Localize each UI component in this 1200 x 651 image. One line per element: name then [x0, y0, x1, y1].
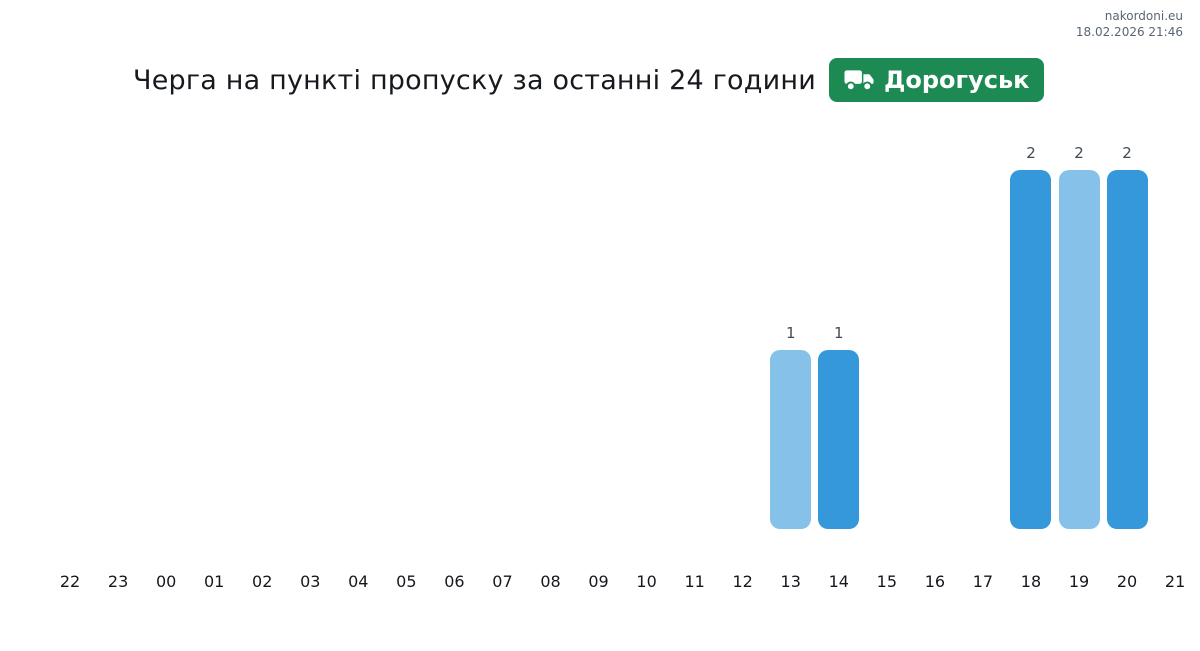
bar-value-label-hour-14: 1 — [834, 323, 844, 342]
x-tick-21: 21 — [1164, 572, 1186, 591]
x-tick-18: 18 — [1020, 572, 1042, 591]
chart-title: Черга на пункті пропуску за останні 24 г… — [133, 64, 816, 96]
bar-slot-hour-11 — [671, 140, 719, 529]
x-tick-14: 14 — [828, 572, 849, 591]
x-tick-07: 07 — [492, 572, 513, 591]
truck-icon — [844, 68, 875, 92]
bar-slot-hour-12 — [719, 140, 767, 529]
bar-value-label-hour-13: 1 — [785, 323, 796, 342]
bar-slot-hour-01 — [190, 140, 238, 529]
x-tick-23: 23 — [107, 572, 129, 591]
bar-slot-hour-10 — [623, 140, 671, 529]
x-tick-05: 05 — [396, 572, 417, 591]
x-tick-11: 11 — [684, 572, 705, 591]
bar-hour-18 — [1010, 170, 1052, 529]
bar-slot-hour-08 — [526, 140, 574, 529]
watermark-site: nakordoni.eu — [1104, 9, 1183, 23]
bar-hour-19 — [1058, 170, 1100, 529]
x-tick-02: 02 — [252, 572, 273, 591]
x-tick-17: 17 — [972, 572, 994, 591]
bar-slot-hour-20: 2 — [1103, 140, 1151, 529]
bar-slot-hour-18: 2 — [1007, 140, 1055, 529]
x-tick-04: 04 — [348, 572, 369, 591]
bar-slot-hour-17 — [959, 140, 1007, 529]
x-tick-20: 20 — [1116, 572, 1138, 591]
x-tick-00: 00 — [155, 572, 177, 591]
bar-slot-hour-06 — [430, 140, 478, 529]
bar-hour-14 — [818, 349, 860, 529]
x-tick-01: 01 — [203, 572, 225, 591]
bar-slot-hour-05 — [382, 140, 430, 529]
bar-hour-13 — [770, 349, 812, 529]
x-tick-03: 03 — [300, 572, 321, 591]
checkpoint-badge-label: Дорогуськ — [884, 66, 1030, 94]
bar-hour-20 — [1106, 170, 1148, 529]
bar-slot-hour-14: 1 — [815, 140, 863, 529]
x-tick-15: 15 — [876, 572, 897, 591]
x-tick-19: 19 — [1068, 572, 1090, 591]
x-tick-10: 10 — [636, 572, 657, 591]
bar-value-label-hour-18: 2 — [1026, 144, 1036, 162]
x-tick-06: 06 — [444, 572, 465, 591]
x-tick-22: 22 — [59, 572, 81, 591]
bar-slot-hour-04 — [334, 140, 382, 529]
bar-slot-hour-13: 1 — [767, 140, 815, 529]
bar-slot-hour-16 — [911, 140, 959, 529]
x-tick-09: 09 — [588, 572, 609, 591]
checkpoint-badge-button[interactable]: Дорогуськ — [829, 58, 1045, 102]
bar-slot-hour-00 — [142, 140, 190, 529]
x-tick-16: 16 — [924, 572, 946, 591]
watermark-timestamp: 18.02.2026 21:46 — [1075, 25, 1183, 39]
bar-value-label-hour-20: 2 — [1122, 144, 1132, 162]
x-axis-labels: 22 23 00 01 02 03 04 05 06 07 08 09 10 11 12 13 14 15 16 17… — [46, 572, 1199, 591]
bar-slot-hour-21 — [1151, 140, 1199, 529]
watermark: nakordoni.eu 18.02.2026 21:46 — [1076, 8, 1183, 40]
chart-header: Черга на пункті пропуску за останні 24 г… — [133, 58, 1045, 102]
x-tick-13: 13 — [780, 572, 801, 591]
bar-slot-hour-22 — [46, 140, 94, 529]
bar-slot-hour-03 — [286, 140, 334, 529]
bar-slot-hour-19: 2 — [1055, 140, 1103, 529]
bar-slot-hour-07 — [478, 140, 526, 529]
bar-plot-area: 1 1 2 2 2 — [46, 140, 1199, 529]
bar-value-label-hour-19: 2 — [1074, 144, 1084, 162]
bar-slot-hour-23 — [94, 140, 142, 529]
bar-slot-hour-09 — [575, 140, 623, 529]
bar-slot-hour-15 — [863, 140, 911, 529]
bar-slot-hour-02 — [238, 140, 286, 529]
x-tick-12: 12 — [732, 572, 753, 591]
x-tick-08: 08 — [540, 572, 561, 591]
